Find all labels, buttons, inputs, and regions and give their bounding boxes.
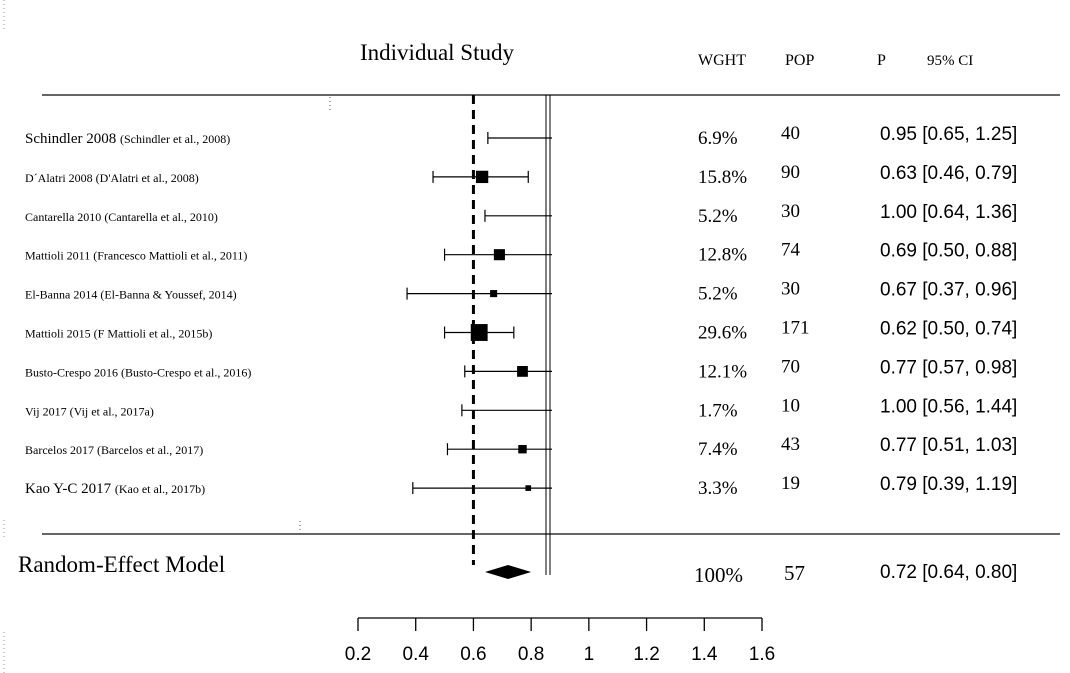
study-label: D´Alatri 2008 (D'Alatri et al., 2008) bbox=[25, 171, 199, 185]
point-estimate bbox=[493, 249, 505, 261]
study-name: Busto-Crespo 2016 bbox=[25, 365, 121, 379]
study-reference: (El-Banna & Youssef, 2014) bbox=[100, 288, 236, 302]
header-population: POP bbox=[785, 52, 814, 69]
point-estimate bbox=[470, 324, 488, 341]
effect-ci-label: 0.62 [0.50, 0.74] bbox=[880, 319, 1017, 340]
effect-ci-label: 0.95 [0.65, 1.25] bbox=[880, 124, 1017, 145]
x-tick-label: 1.4 bbox=[691, 644, 718, 665]
study-reference: (F Mattioli et al., 2015b) bbox=[94, 327, 213, 341]
study-row: Barcelos 2017 (Barcelos et al., 2017) 7.4… bbox=[25, 434, 1017, 460]
study-label: Schindler 2008 (Schindler et al., 2008) bbox=[25, 131, 230, 147]
effect-ci-label: 0.67 [0.37, 0.96] bbox=[880, 280, 1017, 301]
x-tick-label: 0.6 bbox=[460, 644, 486, 665]
study-reference: (Cantarella et al., 2010) bbox=[104, 210, 218, 224]
weight-value: 12.8% bbox=[698, 245, 747, 266]
population-value: 171 bbox=[781, 318, 810, 339]
x-tick-label: 0.8 bbox=[518, 644, 544, 665]
study-label: El-Banna 2014 (El-Banna & Youssef, 2014) bbox=[25, 288, 237, 302]
study-row: Schindler 2008 (Schindler et al., 2008) 6… bbox=[25, 123, 1017, 149]
header-weight: WGHT bbox=[698, 52, 746, 69]
point-estimate bbox=[525, 485, 532, 491]
study-label: Barcelos 2017 (Barcelos et al., 2017) bbox=[25, 443, 203, 457]
population-value: 90 bbox=[781, 162, 800, 183]
effect-ci-label: 0.77 [0.51, 1.03] bbox=[880, 435, 1017, 456]
effect-ci-label: 0.77 [0.57, 0.98] bbox=[880, 357, 1017, 378]
population-value: 70 bbox=[781, 356, 800, 377]
study-name: D´Alatri 2008 bbox=[25, 171, 96, 185]
population-value: 30 bbox=[781, 279, 800, 300]
study-reference: (Vij et al., 2017a) bbox=[70, 404, 154, 418]
study-row: D´Alatri 2008 (D'Alatri et al., 2008) 15.… bbox=[25, 162, 1017, 188]
study-reference: (Schindler et al., 2008) bbox=[120, 132, 230, 146]
study-reference: (D'Alatri et al., 2008) bbox=[96, 171, 199, 185]
study-reference: (Barcelos et al., 2017) bbox=[97, 443, 203, 457]
population-value: 19 bbox=[781, 473, 800, 494]
study-label: Mattioli 2015 (F Mattioli et al., 2015b) bbox=[25, 327, 212, 341]
study-name: Kao Y-C 2017 bbox=[25, 481, 115, 497]
header-ci: 95% CI bbox=[927, 53, 973, 69]
study-row: Mattioli 2011 (Francesco Mattioli et al.… bbox=[25, 240, 1017, 266]
x-tick-label: 1.6 bbox=[749, 644, 775, 665]
study-row: Busto-Crespo 2016 (Busto-Crespo et al., … bbox=[25, 356, 1017, 382]
summary-population: 57 bbox=[784, 561, 805, 585]
weight-value: 1.7% bbox=[698, 400, 738, 421]
point-estimate bbox=[490, 290, 498, 298]
x-tick-label: 0.2 bbox=[345, 644, 371, 665]
study-name: Cantarella 2010 bbox=[25, 210, 104, 224]
study-row: Vij 2017 (Vij et al., 2017a) 1.7% 10 1.00 [… bbox=[25, 395, 1017, 421]
weight-value: 15.8% bbox=[698, 167, 747, 188]
weight-value: 7.4% bbox=[698, 439, 738, 460]
weight-value: 5.2% bbox=[698, 284, 738, 305]
study-row: El-Banna 2014 (El-Banna & Youssef, 2014)… bbox=[25, 279, 1017, 305]
effect-ci-label: 1.00 [0.64, 1.36] bbox=[880, 202, 1017, 223]
summary-effect-ci-label: 0.72 [0.64, 0.80] bbox=[880, 562, 1017, 583]
study-reference: (Busto-Crespo et al., 2016) bbox=[121, 365, 251, 379]
study-row: Kao Y-C 2017 (Kao et al., 2017b) 3.3% 19 0.… bbox=[25, 473, 1017, 499]
weight-value: 3.3% bbox=[698, 478, 738, 499]
study-label: Cantarella 2010 (Cantarella et al., 2010… bbox=[25, 210, 218, 224]
effect-ci-label: 1.00 [0.56, 1.44] bbox=[880, 396, 1017, 417]
population-value: 10 bbox=[781, 395, 800, 416]
study-row: Mattioli 2015 (F Mattioli et al., 2015b)… bbox=[25, 318, 1017, 344]
point-estimate bbox=[517, 366, 528, 377]
summary-weight: 100% bbox=[694, 563, 743, 587]
population-value: 74 bbox=[781, 240, 801, 261]
header-study: Individual Study bbox=[360, 40, 514, 65]
population-value: 40 bbox=[781, 123, 800, 144]
population-value: 43 bbox=[781, 434, 800, 455]
x-tick-label: 1 bbox=[584, 644, 595, 665]
study-name: Schindler 2008 bbox=[25, 131, 120, 147]
study-name: Vij 2017 bbox=[25, 404, 70, 418]
x-tick-label: 0.4 bbox=[403, 644, 430, 665]
weight-value: 6.9% bbox=[698, 128, 738, 149]
x-tick-label: 1.2 bbox=[633, 644, 659, 665]
study-label: Mattioli 2011 (Francesco Mattioli et al.… bbox=[25, 249, 247, 263]
header-p: P bbox=[877, 52, 886, 69]
study-name: Mattioli 2015 bbox=[25, 327, 94, 341]
study-row: Cantarella 2010 (Cantarella et al., 2010… bbox=[25, 201, 1017, 227]
effect-ci-label: 0.79 [0.39, 1.19] bbox=[880, 474, 1017, 495]
study-label: Vij 2017 (Vij et al., 2017a) bbox=[25, 404, 154, 418]
point-estimate bbox=[475, 170, 489, 184]
weight-value: 29.6% bbox=[698, 323, 747, 344]
effect-ci-label: 0.69 [0.50, 0.88] bbox=[880, 241, 1017, 262]
weight-value: 12.1% bbox=[698, 361, 747, 382]
study-label: Busto-Crespo 2016 (Busto-Crespo et al., … bbox=[25, 365, 251, 379]
summary-label: Random-Effect Model bbox=[18, 552, 225, 577]
study-reference: (Francesco Mattioli et al., 2011) bbox=[93, 249, 247, 263]
study-reference: (Kao et al., 2017b) bbox=[115, 482, 205, 496]
study-label: Kao Y-C 2017 (Kao et al., 2017b) bbox=[25, 481, 205, 497]
population-value: 30 bbox=[781, 201, 800, 222]
study-name: Barcelos 2017 bbox=[25, 443, 97, 457]
point-estimate bbox=[518, 444, 527, 454]
weight-value: 5.2% bbox=[698, 206, 738, 227]
study-name: El-Banna 2014 bbox=[25, 288, 100, 302]
effect-ci-label: 0.63 [0.46, 0.79] bbox=[880, 163, 1017, 184]
summary-diamond bbox=[484, 565, 532, 579]
study-name: Mattioli 2011 bbox=[25, 249, 93, 263]
